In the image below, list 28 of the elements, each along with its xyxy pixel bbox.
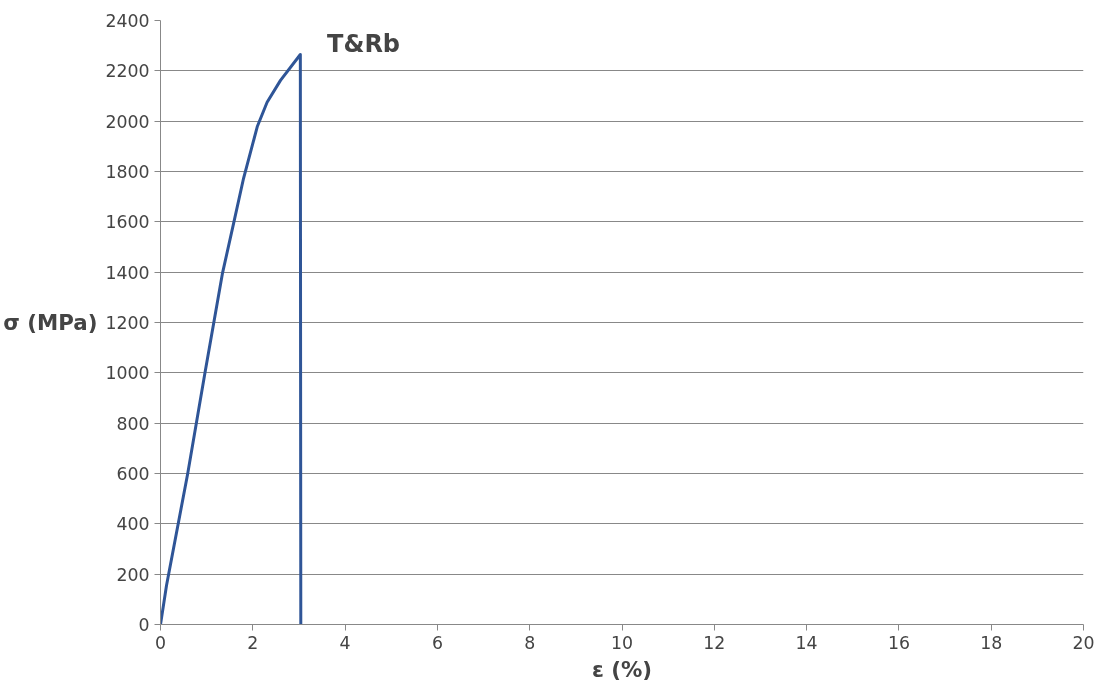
y-tick-label: 2400 [105,11,150,31]
x-tick-label: 14 [795,632,818,653]
y-tick-label: 400 [116,514,150,535]
x-tick-label: 4 [339,632,351,653]
x-tick-label: 12 [703,632,726,653]
x-tick-label: 16 [887,632,910,653]
x-axis-title: ε (%) [591,656,653,682]
y-tick-label: 1600 [105,212,150,233]
y-tick-label: 1000 [105,363,150,384]
x-tick-label: 0 [154,632,167,653]
y-tick-label: 1200 [105,313,150,333]
x-tick-label: 18 [980,632,1003,653]
y-axis-title: σ (MPa) [3,310,98,335]
x-tick-label: 8 [524,632,536,653]
x-tick-label: 10 [610,632,634,653]
x-tick-label: 6 [431,632,443,653]
y-tick-label: 2000 [105,111,150,132]
y-tick-label: 600 [116,464,150,484]
x-tick-label: 2 [247,632,259,653]
chart-title: T&Rb [327,29,401,58]
y-tick-label: 0 [138,615,150,635]
y-tick-label: 800 [116,413,150,434]
y-tick-label: 200 [116,564,150,585]
x-tick-label: 20 [1072,632,1095,653]
line-series [160,52,303,625]
y-tick-label: 1800 [105,162,150,182]
y-tick-label: 2200 [105,61,150,82]
y-tick-label: 1400 [105,262,150,283]
